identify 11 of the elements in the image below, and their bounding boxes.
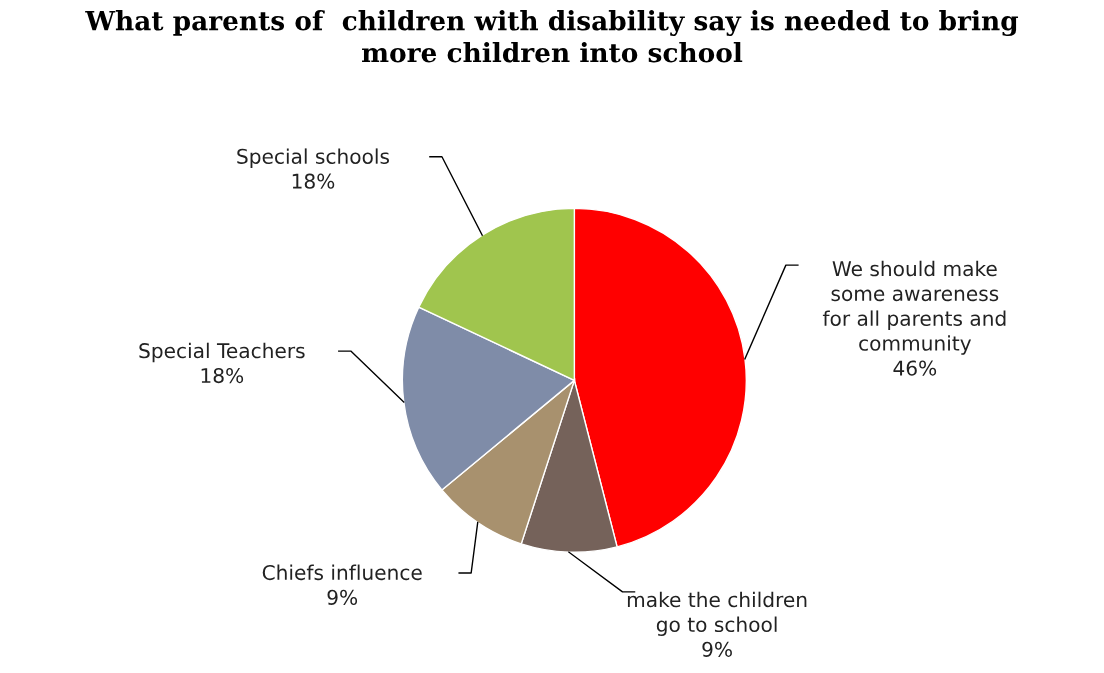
chart-title: What parents of children with disability say is needed to bring more children into school bbox=[85, 10, 1019, 63]
data-label: 18% bbox=[292, 173, 335, 189]
data-label: 9% bbox=[327, 589, 358, 605]
slice-label: make the children go to school bbox=[627, 591, 807, 636]
data-label: 46% bbox=[893, 360, 937, 376]
data-label: 18% bbox=[201, 367, 244, 384]
slice-label: Chiefs influence bbox=[262, 564, 422, 581]
slice-label: We should make some awareness for all parents and community bbox=[822, 260, 1006, 355]
slice-label: Special Teachers bbox=[139, 342, 305, 363]
slice-label: Special schools bbox=[237, 148, 389, 168]
data-label: 9% bbox=[702, 641, 732, 657]
